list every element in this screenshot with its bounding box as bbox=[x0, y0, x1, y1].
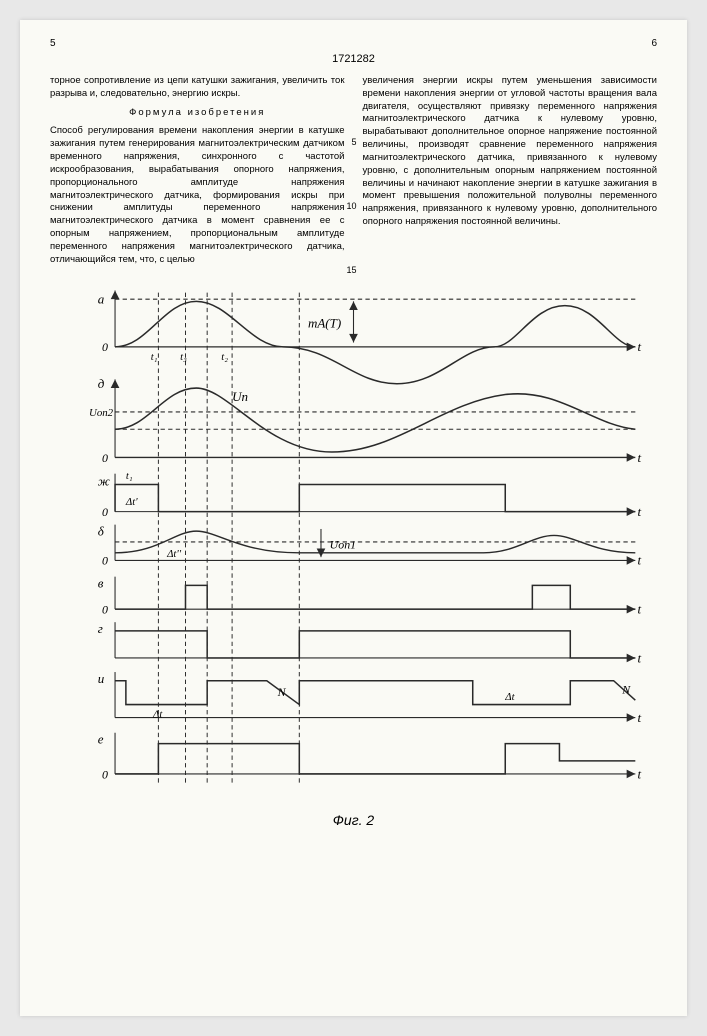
page-num-right: 6 bbox=[651, 38, 657, 49]
svg-text:Uоп2: Uоп2 bbox=[89, 408, 114, 420]
svg-text:г: г bbox=[98, 621, 103, 636]
svg-text:д: д bbox=[98, 376, 105, 391]
line-num-5: 5 bbox=[351, 136, 356, 148]
col1-para1: торное сопротивление из цепи катушки заж… bbox=[50, 75, 345, 101]
svg-text:0: 0 bbox=[102, 554, 108, 568]
svg-text:а: а bbox=[98, 292, 105, 307]
svg-text:t: t bbox=[637, 710, 641, 725]
svg-text:t₁: t₁ bbox=[126, 470, 133, 482]
svg-text:t₂: t₂ bbox=[221, 351, 228, 363]
figure-2: а 0 t mA(T) t₁ t₃ t₂ д Uоп2 0 t Uп ж 0 t t₁ Δt' δ 0 t Δt'' Uо… bbox=[50, 284, 657, 827]
svg-text:mA(T): mA(T) bbox=[308, 316, 341, 331]
text-columns: 5 10 15 торное сопротивление из цепи кат… bbox=[50, 75, 657, 266]
page-numbers: 5 6 bbox=[50, 38, 657, 49]
figure-caption: Фиг. 2 bbox=[50, 812, 657, 828]
svg-text:и: и bbox=[98, 671, 105, 686]
page-num-left: 5 bbox=[50, 38, 56, 49]
svg-text:t: t bbox=[637, 651, 641, 666]
svg-text:Δt: Δt bbox=[504, 692, 515, 704]
timing-diagram: а 0 t mA(T) t₁ t₃ t₂ д Uоп2 0 t Uп ж 0 t t₁ Δt' δ 0 t Δt'' Uо… bbox=[50, 284, 657, 804]
svg-text:t: t bbox=[637, 450, 641, 465]
svg-text:0: 0 bbox=[102, 603, 108, 617]
svg-text:в: в bbox=[98, 576, 104, 591]
svg-text:0: 0 bbox=[102, 341, 108, 355]
svg-text:t₁: t₁ bbox=[151, 351, 158, 363]
svg-text:0: 0 bbox=[102, 505, 108, 519]
line-num-15: 15 bbox=[346, 264, 356, 276]
svg-text:Δt: Δt bbox=[152, 709, 163, 721]
svg-text:t₃: t₃ bbox=[180, 351, 187, 363]
svg-text:t: t bbox=[637, 602, 641, 617]
svg-text:ж: ж bbox=[98, 474, 110, 489]
column-right: увеличения энергии искры путем уменьшени… bbox=[363, 75, 658, 266]
svg-text:0: 0 bbox=[102, 768, 108, 782]
svg-text:N: N bbox=[621, 683, 631, 697]
svg-text:N: N bbox=[277, 685, 287, 699]
line-num-10: 10 bbox=[346, 200, 356, 212]
svg-text:t: t bbox=[637, 340, 641, 355]
col2-para1: увеличения энергии искры путем уменьшени… bbox=[363, 75, 658, 229]
svg-text:Δt': Δt' bbox=[125, 496, 138, 508]
col1-para2: Способ регулирования времени накопления … bbox=[50, 125, 345, 266]
page: 5 6 1721282 5 10 15 торное сопротивление… bbox=[20, 20, 687, 1016]
svg-text:Uп: Uп bbox=[232, 389, 248, 404]
formula-title: Формула изобретения bbox=[50, 107, 345, 120]
svg-text:t: t bbox=[637, 767, 641, 782]
patent-number: 1721282 bbox=[50, 53, 657, 65]
column-left: 5 10 15 торное сопротивление из цепи кат… bbox=[50, 75, 345, 266]
svg-text:Δt'': Δt'' bbox=[166, 549, 182, 561]
svg-text:е: е bbox=[98, 732, 104, 747]
svg-text:t: t bbox=[637, 504, 641, 519]
svg-text:δ: δ bbox=[98, 524, 105, 539]
svg-text:t: t bbox=[637, 553, 641, 568]
svg-text:Uоп1: Uоп1 bbox=[330, 538, 356, 552]
svg-text:0: 0 bbox=[102, 451, 108, 465]
